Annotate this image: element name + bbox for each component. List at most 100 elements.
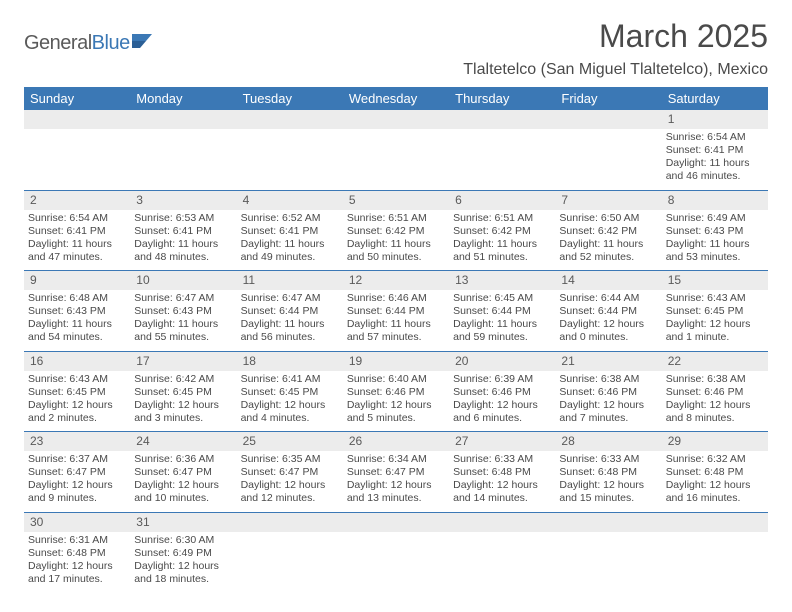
sunset-text: Sunset: 6:45 PM: [241, 386, 339, 399]
day-cell: Sunrise: 6:53 AMSunset: 6:41 PMDaylight:…: [130, 210, 236, 271]
day-cell: Sunrise: 6:37 AMSunset: 6:47 PMDaylight:…: [24, 451, 130, 512]
sunrise-text: Sunrise: 6:33 AM: [453, 453, 551, 466]
day-cell: [130, 129, 236, 190]
day-cell: Sunrise: 6:52 AMSunset: 6:41 PMDaylight:…: [237, 210, 343, 271]
sunrise-text: Sunrise: 6:34 AM: [347, 453, 445, 466]
sunrise-text: Sunrise: 6:36 AM: [134, 453, 232, 466]
sunrise-text: Sunrise: 6:47 AM: [134, 292, 232, 305]
day-number-cell: 31: [130, 512, 236, 532]
day-cell: Sunrise: 6:46 AMSunset: 6:44 PMDaylight:…: [343, 290, 449, 351]
day-cell: Sunrise: 6:39 AMSunset: 6:46 PMDaylight:…: [449, 371, 555, 432]
sunset-text: Sunset: 6:48 PM: [666, 466, 764, 479]
sunset-text: Sunset: 6:42 PM: [559, 225, 657, 238]
day-cell: Sunrise: 6:45 AMSunset: 6:44 PMDaylight:…: [449, 290, 555, 351]
day-number-cell: 15: [662, 271, 768, 291]
day-cell: Sunrise: 6:51 AMSunset: 6:42 PMDaylight:…: [343, 210, 449, 271]
day-cell: [237, 129, 343, 190]
sunrise-text: Sunrise: 6:42 AM: [134, 373, 232, 386]
sunrise-text: Sunrise: 6:31 AM: [28, 534, 126, 547]
daylight-text: Daylight: 11 hours and 46 minutes.: [666, 157, 764, 183]
sunset-text: Sunset: 6:42 PM: [453, 225, 551, 238]
sunrise-text: Sunrise: 6:54 AM: [666, 131, 764, 144]
day-number-cell: 28: [555, 432, 661, 452]
day-number-cell: [24, 110, 130, 129]
day-number-cell: 14: [555, 271, 661, 291]
day-cell: Sunrise: 6:43 AMSunset: 6:45 PMDaylight:…: [662, 290, 768, 351]
sunset-text: Sunset: 6:42 PM: [347, 225, 445, 238]
day-cell: Sunrise: 6:54 AMSunset: 6:41 PMDaylight:…: [662, 129, 768, 190]
sunset-text: Sunset: 6:43 PM: [666, 225, 764, 238]
sunset-text: Sunset: 6:41 PM: [134, 225, 232, 238]
sunset-text: Sunset: 6:41 PM: [666, 144, 764, 157]
day-cell: Sunrise: 6:34 AMSunset: 6:47 PMDaylight:…: [343, 451, 449, 512]
daylight-text: Daylight: 11 hours and 57 minutes.: [347, 318, 445, 344]
logo-word2: Blue: [92, 32, 130, 54]
location: Tlaltetelco (San Miguel Tlaltetelco), Me…: [463, 61, 768, 79]
sunset-text: Sunset: 6:48 PM: [28, 547, 126, 560]
sunset-text: Sunset: 6:41 PM: [28, 225, 126, 238]
day-cell: [449, 129, 555, 190]
day-number-cell: 23: [24, 432, 130, 452]
dayname-header: Friday: [555, 87, 661, 110]
day-cell: Sunrise: 6:42 AMSunset: 6:45 PMDaylight:…: [130, 371, 236, 432]
day-number-cell: 11: [237, 271, 343, 291]
sunrise-text: Sunrise: 6:47 AM: [241, 292, 339, 305]
daylight-text: Daylight: 11 hours and 50 minutes.: [347, 238, 445, 264]
daylight-text: Daylight: 11 hours and 48 minutes.: [134, 238, 232, 264]
sunrise-text: Sunrise: 6:33 AM: [559, 453, 657, 466]
day-number-cell: 8: [662, 190, 768, 210]
sunset-text: Sunset: 6:43 PM: [134, 305, 232, 318]
day-cell: [555, 129, 661, 190]
daylight-text: Daylight: 12 hours and 3 minutes.: [134, 399, 232, 425]
day-cell: Sunrise: 6:43 AMSunset: 6:45 PMDaylight:…: [24, 371, 130, 432]
sunset-text: Sunset: 6:41 PM: [241, 225, 339, 238]
sunset-text: Sunset: 6:47 PM: [241, 466, 339, 479]
sunrise-text: Sunrise: 6:51 AM: [347, 212, 445, 225]
sunset-text: Sunset: 6:47 PM: [28, 466, 126, 479]
day-number-cell: [449, 110, 555, 129]
sunset-text: Sunset: 6:44 PM: [241, 305, 339, 318]
daylight-text: Daylight: 11 hours and 53 minutes.: [666, 238, 764, 264]
day-number-cell: 5: [343, 190, 449, 210]
sunrise-text: Sunrise: 6:49 AM: [666, 212, 764, 225]
day-number-cell: 3: [130, 190, 236, 210]
logo-text: GeneralBlue: [24, 32, 130, 55]
daylight-text: Daylight: 11 hours and 55 minutes.: [134, 318, 232, 344]
day-number-cell: [555, 512, 661, 532]
day-number-cell: 13: [449, 271, 555, 291]
day-cell: Sunrise: 6:48 AMSunset: 6:43 PMDaylight:…: [24, 290, 130, 351]
day-cell: Sunrise: 6:38 AMSunset: 6:46 PMDaylight:…: [555, 371, 661, 432]
day-cell: [24, 129, 130, 190]
sunrise-text: Sunrise: 6:32 AM: [666, 453, 764, 466]
daylight-text: Daylight: 12 hours and 16 minutes.: [666, 479, 764, 505]
sunset-text: Sunset: 6:47 PM: [134, 466, 232, 479]
day-number-cell: 29: [662, 432, 768, 452]
day-number-cell: 4: [237, 190, 343, 210]
day-cell: Sunrise: 6:54 AMSunset: 6:41 PMDaylight:…: [24, 210, 130, 271]
day-number-cell: 20: [449, 351, 555, 371]
dayname-header: Thursday: [449, 87, 555, 110]
dayname-header: Sunday: [24, 87, 130, 110]
logo-word1: General: [24, 32, 92, 54]
day-number-cell: [343, 512, 449, 532]
sunset-text: Sunset: 6:46 PM: [559, 386, 657, 399]
day-cell: Sunrise: 6:35 AMSunset: 6:47 PMDaylight:…: [237, 451, 343, 512]
day-cell: Sunrise: 6:47 AMSunset: 6:43 PMDaylight:…: [130, 290, 236, 351]
sunset-text: Sunset: 6:45 PM: [28, 386, 126, 399]
daylight-text: Daylight: 12 hours and 15 minutes.: [559, 479, 657, 505]
day-cell: Sunrise: 6:41 AMSunset: 6:45 PMDaylight:…: [237, 371, 343, 432]
sunrise-text: Sunrise: 6:37 AM: [28, 453, 126, 466]
dayname-header: Saturday: [662, 87, 768, 110]
logo: GeneralBlue: [24, 32, 160, 55]
day-number-cell: 22: [662, 351, 768, 371]
day-number-cell: [343, 110, 449, 129]
day-number-cell: 9: [24, 271, 130, 291]
daylight-text: Daylight: 12 hours and 6 minutes.: [453, 399, 551, 425]
sunrise-text: Sunrise: 6:52 AM: [241, 212, 339, 225]
day-number-cell: 30: [24, 512, 130, 532]
sunrise-text: Sunrise: 6:38 AM: [559, 373, 657, 386]
day-cell: [343, 129, 449, 190]
day-number-cell: 21: [555, 351, 661, 371]
day-cell: Sunrise: 6:33 AMSunset: 6:48 PMDaylight:…: [555, 451, 661, 512]
daylight-text: Daylight: 12 hours and 18 minutes.: [134, 560, 232, 586]
